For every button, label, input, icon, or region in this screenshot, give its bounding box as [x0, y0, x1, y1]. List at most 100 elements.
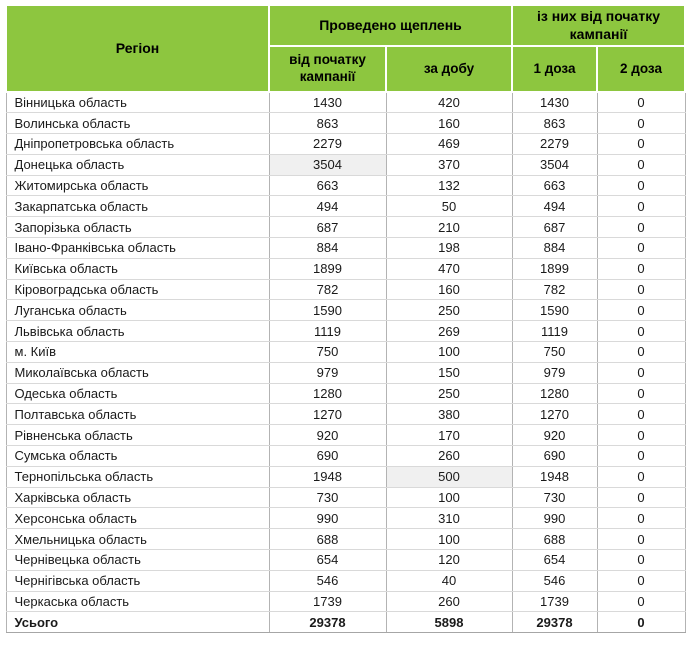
value-cell: 2279 [512, 133, 598, 155]
value-cell: 0 [597, 549, 686, 571]
region-cell: Тернопільська область [5, 466, 270, 488]
value-cell: 688 [269, 528, 387, 551]
header-dose-2: 2 доза [595, 45, 687, 93]
value-cell: 688 [512, 528, 598, 551]
header-group-row: Регіон Проведено щеплень із них від поча… [5, 4, 687, 93]
value-cell: 0 [597, 237, 686, 259]
table-body: Вінницька область 1430 420 1430 0 Волинська о… [5, 92, 686, 613]
totals-since-start: 29378 [269, 611, 387, 634]
table-row: Херсонська область 990 310 990 0 [5, 507, 686, 530]
header-group-vaccinations-done: Проведено щеплень [268, 4, 513, 47]
value-cell: 0 [597, 424, 686, 447]
value-cell: 690 [512, 445, 598, 467]
table-row: Тернопільська область 1948 500 1948 0 [5, 466, 686, 488]
header-sub-row: від початку кампанії за добу 1 доза 2 до… [6, 45, 687, 93]
value-cell: 654 [512, 549, 598, 571]
value-cell: 1590 [512, 299, 598, 322]
value-cell: 150 [386, 362, 513, 384]
value-cell: 1270 [269, 403, 387, 426]
table-row: м. Київ 750 100 750 0 [5, 341, 686, 363]
region-cell: Харківська область [5, 487, 270, 509]
value-cell: 210 [386, 216, 513, 239]
value-cell: 160 [386, 112, 513, 135]
value-cell: 420 [386, 92, 513, 114]
value-cell: 1270 [512, 403, 598, 426]
value-cell: 884 [512, 237, 598, 259]
table-row: Рівненська область 920 170 920 0 [5, 424, 686, 447]
table-row: Дніпропетровська область 2279 469 2279 0 [5, 133, 686, 155]
value-cell: 782 [512, 279, 598, 301]
value-cell: 979 [512, 362, 598, 384]
value-cell: 782 [269, 279, 387, 301]
value-cell: 979 [269, 362, 387, 384]
region-cell: Хмельницька область [5, 528, 270, 551]
table-row: Кіровоградська область 782 160 782 0 [5, 279, 686, 301]
value-cell: 494 [269, 195, 387, 218]
value-cell: 920 [512, 424, 598, 447]
value-cell: 750 [269, 341, 387, 363]
table-row: Миколаївська область 979 150 979 0 [5, 362, 686, 384]
value-cell: 0 [597, 487, 686, 509]
value-cell: 100 [386, 487, 513, 509]
table-row: Львівська область 1119 269 1119 0 [5, 320, 686, 343]
table-row: Чернігівська область 546 40 546 0 [5, 570, 686, 592]
region-cell: Вінницька область [5, 92, 270, 114]
region-cell: Запорізька область [5, 216, 270, 239]
value-cell: 2279 [269, 133, 387, 155]
region-cell: Житомирська область [5, 175, 270, 197]
value-cell: 260 [386, 591, 513, 613]
value-cell: 546 [512, 570, 598, 592]
value-cell: 990 [512, 507, 598, 530]
region-cell: Рівненська область [5, 424, 270, 447]
table-row: Вінницька область 1430 420 1430 0 [5, 92, 686, 114]
region-cell: Черкаська область [5, 591, 270, 613]
table-row: Черкаська область 1739 260 1739 0 [5, 591, 686, 613]
value-cell: 0 [597, 383, 686, 405]
value-cell: 0 [597, 362, 686, 384]
header-since-campaign-start: від початку кампанії [268, 45, 387, 93]
totals-dose-2: 0 [597, 611, 686, 634]
value-cell: 1899 [269, 258, 387, 280]
value-cell: 0 [597, 466, 686, 488]
value-cell: 730 [269, 487, 387, 509]
value-cell: 1119 [512, 320, 598, 343]
value-cell: 863 [269, 112, 387, 135]
header-dose-1: 1 доза [511, 45, 598, 93]
table-row: Івано-Франківська область 884 198 884 0 [5, 237, 686, 259]
value-cell: 0 [597, 133, 686, 155]
value-cell: 160 [386, 279, 513, 301]
value-cell: 3504 [269, 154, 387, 176]
region-cell: Дніпропетровська область [5, 133, 270, 155]
value-cell: 100 [386, 341, 513, 363]
header-per-day: за добу [385, 45, 513, 93]
value-cell: 0 [597, 403, 686, 426]
value-cell: 863 [512, 112, 598, 135]
value-cell: 663 [512, 175, 598, 197]
value-cell: 0 [597, 341, 686, 363]
region-cell: Івано-Франківська область [5, 237, 270, 259]
table-row: Волинська область 863 160 863 0 [5, 112, 686, 135]
value-cell: 0 [597, 507, 686, 530]
region-cell: Київська область [5, 258, 270, 280]
value-cell: 1430 [269, 92, 387, 114]
region-cell: Луганська область [5, 299, 270, 322]
value-cell: 920 [269, 424, 387, 447]
value-cell: 100 [386, 528, 513, 551]
table-footer: Усього 29378 5898 29378 0 [5, 611, 686, 634]
region-cell: Донецька область [5, 154, 270, 176]
value-cell: 654 [269, 549, 387, 571]
region-cell: м. Київ [5, 341, 270, 363]
region-cell: Херсонська область [5, 507, 270, 530]
value-cell: 884 [269, 237, 387, 259]
value-cell: 0 [597, 216, 686, 239]
value-cell: 132 [386, 175, 513, 197]
value-cell: 0 [597, 92, 686, 114]
value-cell: 687 [512, 216, 598, 239]
table-row: Одеська область 1280 250 1280 0 [5, 383, 686, 405]
value-cell: 0 [597, 299, 686, 322]
value-cell: 260 [386, 445, 513, 467]
value-cell: 120 [386, 549, 513, 571]
table-row: Київська область 1899 470 1899 0 [5, 258, 686, 280]
region-cell: Чернівецька область [5, 549, 270, 571]
region-cell: Закарпатська область [5, 195, 270, 218]
